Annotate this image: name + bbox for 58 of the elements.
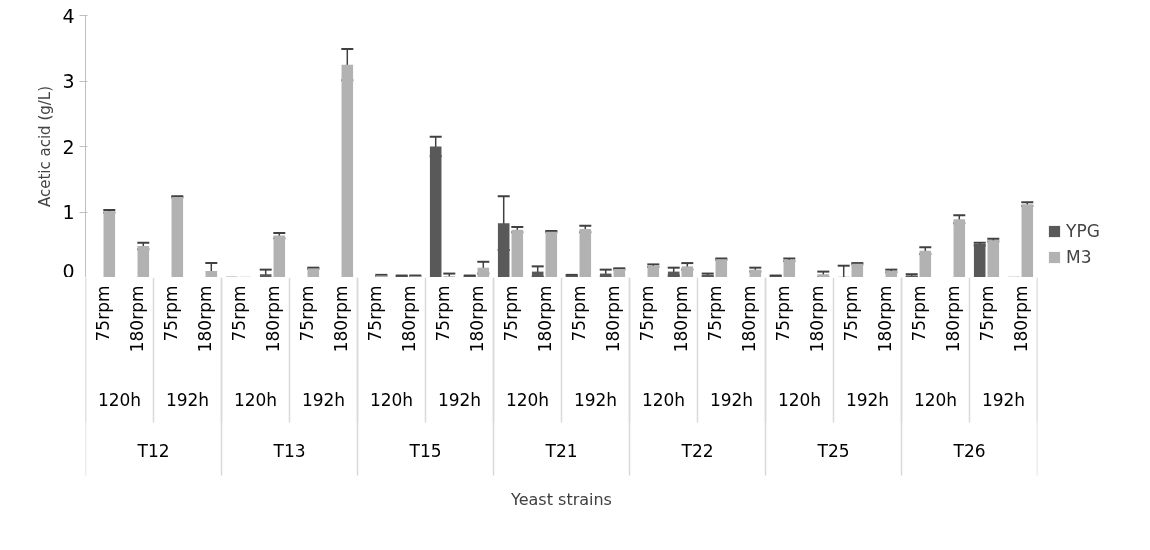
text: 120h — [97, 389, 142, 410]
text: T12 — [136, 440, 170, 461]
y-tick-label: 4 — [62, 4, 75, 27]
text: 192h — [981, 389, 1026, 410]
text: 120h — [505, 389, 550, 410]
text: T21 — [544, 440, 578, 461]
y-axis-title: Acetic acid (g/L) — [36, 85, 55, 208]
text: T15 — [408, 440, 442, 461]
x-tick-label: 180rpm — [942, 285, 963, 353]
legend-label: YPG — [1066, 221, 1100, 241]
x-tick-label: 75rpm — [364, 285, 385, 342]
x-tick-label: 75rpm — [92, 285, 113, 342]
x-tick-label: 75rpm — [228, 285, 249, 342]
x-tick-label: 180rpm — [1010, 285, 1031, 353]
x-tick-label: 75rpm — [636, 285, 657, 342]
text: 192h — [301, 389, 346, 410]
text: Yeast strains — [510, 489, 612, 509]
text: 120h — [913, 389, 958, 410]
y-tick-label: 3 — [62, 70, 75, 92]
text: 120h — [641, 389, 686, 410]
x-tick-label: 75rpm — [432, 285, 453, 342]
legend-label: M3 — [1066, 247, 1092, 267]
x-tick-label: 180rpm — [466, 285, 487, 353]
x-tick-label: 75rpm — [772, 285, 793, 342]
text: 192h — [709, 389, 754, 410]
y-tick-label: 2 — [62, 135, 75, 158]
x-tick-label: 180rpm — [194, 285, 215, 353]
x-tick-label: 180rpm — [874, 285, 895, 353]
x-tick-label: 180rpm — [602, 285, 623, 353]
x-tick-label: 180rpm — [738, 285, 759, 353]
text: 120h — [777, 389, 822, 410]
text: T26 — [952, 440, 986, 461]
x-tick-label: 180rpm — [534, 285, 555, 353]
text: 120h — [369, 389, 414, 410]
x-tick-label: 75rpm — [976, 285, 997, 342]
text: T22 — [680, 440, 714, 461]
text: 192h — [573, 389, 618, 410]
text: 192h — [165, 389, 210, 410]
x-tick-label: 75rpm — [704, 285, 725, 342]
x-tick-label: 180rpm — [262, 285, 283, 353]
x-tick-label: 180rpm — [398, 285, 419, 353]
x-tick-label: 75rpm — [160, 285, 181, 342]
x-tick-label: 180rpm — [806, 285, 827, 353]
text: 192h — [437, 389, 482, 410]
x-tick-label: 180rpm — [330, 285, 351, 353]
x-tick-label: 180rpm — [126, 285, 147, 353]
x-tick-label: 75rpm — [908, 285, 929, 342]
x-tick-label: 75rpm — [840, 285, 861, 342]
x-tick-label: 180rpm — [670, 285, 691, 353]
text: 192h — [845, 389, 890, 410]
x-tick-label: 75rpm — [568, 285, 589, 342]
y-tick-label: 1 — [62, 201, 75, 223]
x-tick-label: 75rpm — [296, 285, 317, 342]
text: T25 — [816, 440, 850, 461]
text: T13 — [272, 440, 306, 461]
x-tick-label: 75rpm — [500, 285, 521, 342]
y-tick-label: 0 — [62, 259, 75, 282]
text: 120h — [233, 389, 278, 410]
